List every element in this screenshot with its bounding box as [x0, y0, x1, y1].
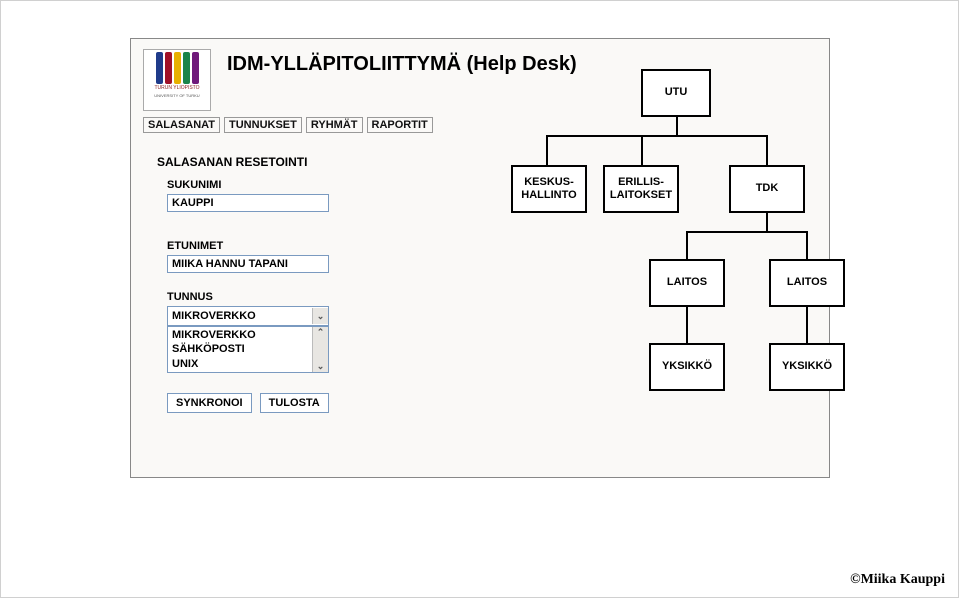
- etunimet-label: ETUNIMET: [131, 240, 829, 255]
- node-laitos-2: LAITOS: [769, 259, 845, 307]
- synkronoi-button[interactable]: SYNKRONOI: [167, 393, 252, 413]
- tab-tunnukset[interactable]: TUNNUKSET: [224, 117, 302, 133]
- list-item[interactable]: UNIX: [172, 357, 308, 371]
- chevron-up-icon[interactable]: ⌃: [317, 327, 325, 338]
- tunnus-selected-value: MIKROVERKKO: [172, 310, 256, 322]
- chevron-down-icon[interactable]: ⌄: [312, 308, 328, 324]
- etunimet-input[interactable]: MIIKA HANNU TAPANI: [167, 255, 329, 273]
- tunnus-dropdown[interactable]: MIKROVERKKO ⌄: [167, 306, 329, 326]
- etunimet-value: MIIKA HANNU TAPANI: [172, 258, 288, 270]
- tab-raportit[interactable]: RAPORTIT: [367, 117, 433, 133]
- node-tdk: TDK: [729, 165, 805, 213]
- sukunimi-input[interactable]: KAUPPI: [167, 194, 329, 212]
- section-heading: SALASANAN RESETOINTI: [131, 141, 829, 179]
- sukunimi-label: SUKUNIMI: [131, 179, 829, 194]
- header: TURUN YLIOPISTO UNIVERSITY OF TURKU IDM-…: [131, 39, 829, 115]
- logo-text-primary: TURUN YLIOPISTO: [154, 86, 199, 92]
- node-utu: UTU: [641, 69, 711, 117]
- logo-text-secondary: UNIVERSITY OF TURKU: [154, 94, 199, 98]
- tab-salasanat[interactable]: SALASANAT: [143, 117, 220, 133]
- node-erillislaitokset: ERILLIS- LAITOKSET: [603, 165, 679, 213]
- tunnus-listbox[interactable]: MIKROVERKKO SÄHKÖPOSTI UNIX ⌃ ⌄: [167, 326, 329, 373]
- node-laitos-1: LAITOS: [649, 259, 725, 307]
- node-yksikko-2: YKSIKKÖ: [769, 343, 845, 391]
- nav-tabs: SALASANAT TUNNUKSET RYHMÄT RAPORTIT: [131, 115, 829, 141]
- tulosta-button[interactable]: TULOSTA: [260, 393, 329, 413]
- list-item[interactable]: SÄHKÖPOSTI: [172, 342, 308, 356]
- page-title: IDM-YLLÄPITOLIITTYMÄ (Help Desk): [227, 53, 577, 76]
- chevron-down-icon[interactable]: ⌄: [317, 361, 325, 372]
- scrollbar[interactable]: ⌃ ⌄: [312, 327, 328, 372]
- list-item[interactable]: MIKROVERKKO: [172, 328, 308, 342]
- node-yksikko-1: YKSIKKÖ: [649, 343, 725, 391]
- app-window: TURUN YLIOPISTO UNIVERSITY OF TURKU IDM-…: [130, 38, 830, 478]
- copyright-credit: ©Miika Kauppi: [850, 572, 945, 588]
- node-keskushallinto: KESKUS- HALLINTO: [511, 165, 587, 213]
- sukunimi-value: KAUPPI: [172, 197, 214, 209]
- university-logo: TURUN YLIOPISTO UNIVERSITY OF TURKU: [143, 49, 211, 111]
- logo-shield-icon: [155, 52, 200, 84]
- tab-ryhmat[interactable]: RYHMÄT: [306, 117, 363, 133]
